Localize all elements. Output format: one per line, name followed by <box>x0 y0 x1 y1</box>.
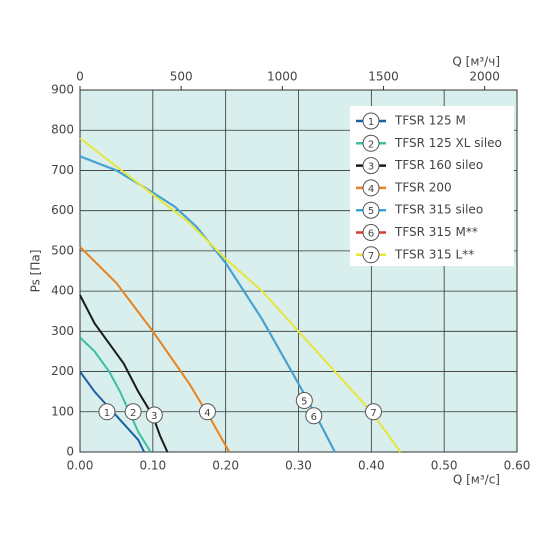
curve-badge-label: 3 <box>368 162 374 173</box>
legend-label: TFSR 200 <box>394 180 452 194</box>
x-axis-label: Q [м³/с] <box>453 473 500 487</box>
curve-badge <box>145 406 163 424</box>
curve-badge-label: 5 <box>368 206 374 217</box>
y-tick-label: 200 <box>51 364 74 378</box>
curve-badge <box>365 403 383 421</box>
series-line <box>79 370 145 453</box>
curve-badge <box>124 403 142 421</box>
curve-badge-label: 1 <box>104 408 110 419</box>
curve-badge-label: 2 <box>130 408 136 419</box>
legend-label: TFSR 315 M** <box>394 225 478 239</box>
legend-label: TFSR 125 XL sileo <box>394 136 502 150</box>
y-tick-label: 800 <box>51 123 74 137</box>
y-tick-label: 900 <box>51 83 74 97</box>
legend-label: TFSR 160 sileo <box>394 158 483 172</box>
y-axis-label: Ps [Па] <box>29 250 43 293</box>
curve-badge <box>362 157 380 175</box>
x-tick-label: 0.60 <box>504 459 531 473</box>
curve-badge <box>362 112 380 130</box>
plot-border <box>79 89 518 453</box>
legend-label: TFSR 315 sileo <box>394 203 483 217</box>
x2-tick-label: 2000 <box>469 70 500 84</box>
curve-badge-label: 4 <box>368 184 374 195</box>
x-tick-label: 0.20 <box>212 459 239 473</box>
y-tick-label: 100 <box>51 404 74 418</box>
curve-badge-label: 3 <box>151 411 157 422</box>
curve-badge-label: 1 <box>368 117 374 128</box>
x-tick-label: 0.50 <box>431 459 458 473</box>
x-tick-label: 0.00 <box>67 459 94 473</box>
curve-badge <box>362 134 380 152</box>
y-tick-label: 300 <box>51 324 74 338</box>
curve-badge <box>295 392 313 410</box>
curve-badge <box>98 403 116 421</box>
y-tick-label: 600 <box>51 203 74 217</box>
curve-badge <box>362 179 380 197</box>
curve-badge <box>198 403 216 421</box>
y-tick-label: 500 <box>51 243 74 257</box>
curve-badge-label: 6 <box>311 412 317 423</box>
x2-tick-label: 0 <box>76 70 84 84</box>
x-tick-label: 0.10 <box>139 459 166 473</box>
series-line <box>79 336 152 453</box>
series-line <box>79 137 402 453</box>
legend-label: TFSR 315 L** <box>394 247 474 261</box>
series-line <box>79 294 169 453</box>
legend: 1 TFSR 125 M 2 TFSR 125 XL sileo 3 TFSR 160 s… <box>350 106 514 266</box>
curve-badge-label: 5 <box>301 397 307 408</box>
series-line <box>79 246 231 453</box>
x2-tick-label: 500 <box>170 70 193 84</box>
curve-badge-label: 7 <box>370 408 376 419</box>
legend-label: TFSR 125 M <box>394 114 466 128</box>
x2-tick-label: 1500 <box>368 70 399 84</box>
curve-badge-label: 4 <box>204 408 210 419</box>
y-tick-label: 0 <box>66 445 74 459</box>
y-tick-label: 400 <box>51 284 74 298</box>
x2-axis-label: Q [м³/ч] <box>452 55 500 69</box>
curve-badge <box>362 201 380 219</box>
curve-badge-label: 2 <box>368 139 374 150</box>
curve-badge <box>362 246 380 264</box>
curve-badge-label: 7 <box>368 251 374 262</box>
y-tick-label: 700 <box>51 163 74 177</box>
curve-badge-label: 6 <box>368 229 374 240</box>
x-tick-label: 0.30 <box>285 459 312 473</box>
curve-badge <box>305 407 323 425</box>
x-tick-label: 0.40 <box>358 459 385 473</box>
x2-tick-label: 1000 <box>267 70 298 84</box>
curve-badge <box>362 224 380 241</box>
